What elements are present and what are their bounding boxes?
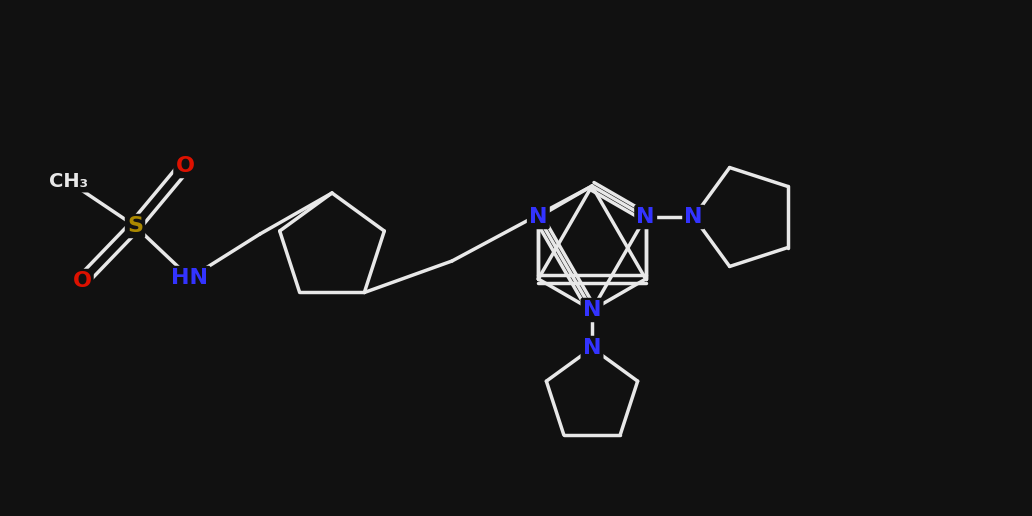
Text: O: O [175, 156, 194, 176]
Text: N: N [529, 207, 548, 227]
Text: O: O [72, 271, 92, 291]
Text: HN: HN [171, 268, 208, 288]
Text: N: N [684, 207, 703, 227]
Text: CH₃: CH₃ [49, 171, 88, 190]
Text: S: S [127, 216, 143, 236]
Text: N: N [637, 207, 655, 227]
Text: N: N [583, 338, 602, 358]
Text: N: N [583, 300, 602, 320]
